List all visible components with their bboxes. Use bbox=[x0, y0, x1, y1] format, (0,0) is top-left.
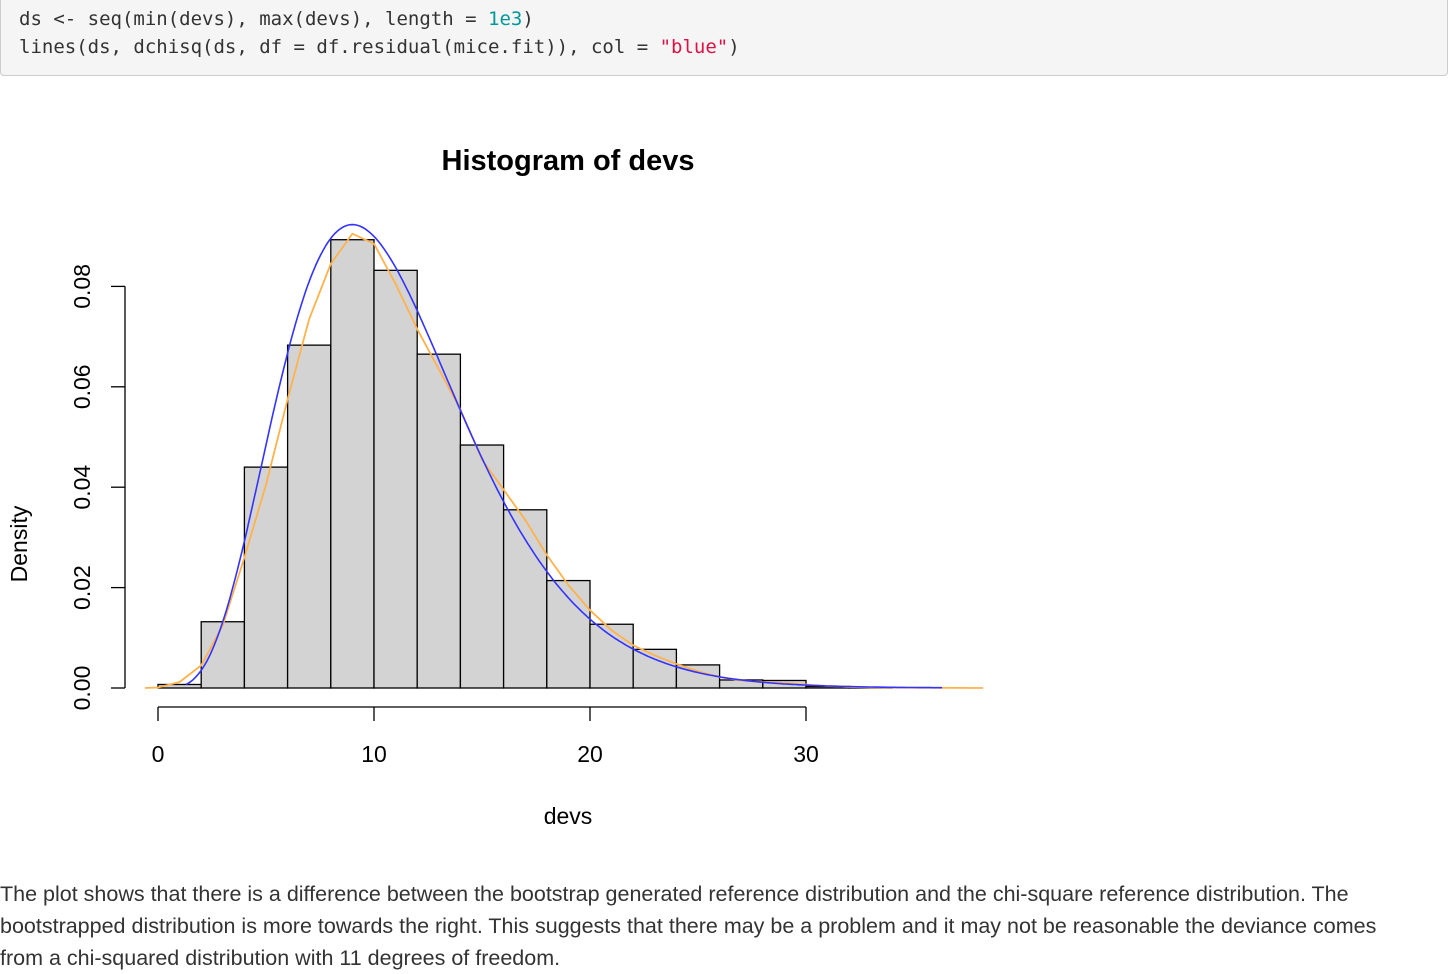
x-axis: 0 10 20 30 bbox=[152, 706, 819, 767]
histogram-bar-6 bbox=[416, 353, 462, 689]
histogram-bar-8 bbox=[502, 509, 548, 689]
code-number-literal: 1e3 bbox=[488, 8, 523, 30]
paragraph-line: bootstrapped distribution is more toward… bbox=[0, 914, 1377, 938]
code-block: ds <- seq(min(devs), max(devs), length =… bbox=[0, 0, 1448, 76]
histogram-chart: Histogram of devs 0 10 20 30 0.000.020.040.… bbox=[6, 145, 984, 829]
description-paragraph: The plot shows that there is a differenc… bbox=[0, 878, 1450, 974]
histogram-bar-10 bbox=[589, 623, 634, 689]
y-tick-label: 0.04 bbox=[69, 465, 95, 510]
code-text: lines(ds, dchisq(ds, df = df.residual(mi… bbox=[19, 36, 660, 58]
chi-square-density-curve bbox=[185, 223, 943, 689]
code-line-2: lines(ds, dchisq(ds, df = df.residual(mi… bbox=[19, 33, 1447, 61]
x-axis-label: devs bbox=[544, 803, 593, 829]
histogram-bar-4 bbox=[330, 239, 375, 689]
paragraph-line: The plot shows that there is a differenc… bbox=[0, 882, 1349, 906]
y-tick-label: 0.06 bbox=[69, 364, 95, 409]
code-text: ) bbox=[728, 36, 740, 58]
x-tick-label: 10 bbox=[361, 741, 387, 767]
paragraph-line: from a chi-squared distribution with 11 … bbox=[0, 946, 561, 970]
code-string-literal: "blue" bbox=[659, 36, 729, 58]
code-text: ds <- seq(min(devs), max(devs), length = bbox=[19, 8, 488, 30]
y-axis: 0.00 0.02 0.04 0.06 0.08 bbox=[69, 264, 126, 711]
histogram-bar-2 bbox=[243, 466, 289, 689]
bars-group bbox=[157, 239, 894, 689]
histogram-bar-7 bbox=[459, 444, 505, 689]
histogram-bar-5 bbox=[373, 269, 418, 689]
y-tick-label: 0.08 bbox=[69, 264, 95, 309]
histogram-bar-3 bbox=[286, 344, 332, 689]
curves-group bbox=[144, 223, 984, 689]
y-tick-label: 0.00 bbox=[69, 666, 95, 711]
code-line-1: ds <- seq(min(devs), max(devs), length =… bbox=[19, 5, 1447, 33]
y-axis-label: Density bbox=[6, 505, 32, 582]
x-tick-label: 0 bbox=[152, 741, 165, 767]
code-text: ) bbox=[522, 8, 534, 30]
x-tick-label: 30 bbox=[793, 741, 819, 767]
y-tick-label: 0.02 bbox=[69, 565, 95, 610]
x-tick-label: 20 bbox=[577, 741, 603, 767]
chart-title: Histogram of devs bbox=[442, 145, 695, 177]
